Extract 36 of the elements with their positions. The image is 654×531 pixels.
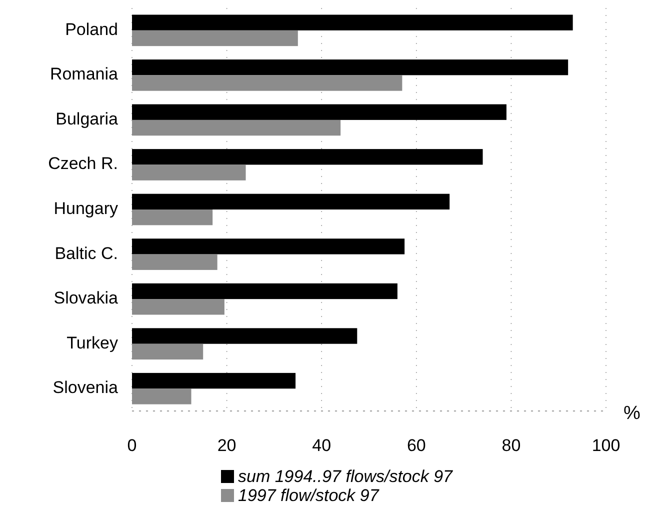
- y-tick-label: Turkey: [66, 333, 118, 352]
- x-tick-label: 40: [312, 436, 332, 455]
- legend-label: sum 1994..97 flows/stock 97: [238, 467, 454, 486]
- bar: [132, 238, 405, 254]
- y-tick-label: Slovenia: [52, 378, 119, 398]
- y-tick-label: Poland: [65, 20, 118, 39]
- bar: [132, 120, 341, 136]
- x-tick-label: 20: [217, 436, 236, 455]
- bar: [132, 254, 218, 270]
- bar: [132, 194, 450, 210]
- x-tick-label: 60: [406, 436, 426, 455]
- x-axis-title: %: [624, 403, 641, 424]
- x-tick-label: 80: [502, 436, 521, 455]
- y-tick-label: Slovakia: [54, 288, 119, 308]
- bar: [132, 344, 204, 360]
- y-tick-label: Romania: [50, 64, 119, 84]
- y-tick-label: Hungary: [54, 198, 118, 218]
- bar: [132, 164, 246, 180]
- x-tick-label: 0: [127, 436, 137, 455]
- bar: [132, 75, 402, 91]
- bar: [132, 59, 568, 76]
- y-tick-label: Czech R.: [48, 154, 118, 174]
- bar: [132, 104, 506, 120]
- bar: [132, 283, 398, 300]
- bar: [132, 30, 298, 46]
- bar: [132, 388, 192, 404]
- legend-label: 1997 flow/stock 97: [238, 486, 380, 505]
- bar: [132, 372, 296, 389]
- bar: [132, 328, 358, 344]
- y-tick-label: Baltic C.: [54, 244, 118, 263]
- y-tick-label: Bulgaria: [56, 109, 119, 128]
- x-tick-label: 100: [592, 436, 620, 455]
- bar: [132, 210, 213, 226]
- bar: [132, 14, 573, 30]
- bar: [132, 149, 483, 165]
- bar: [132, 299, 224, 315]
